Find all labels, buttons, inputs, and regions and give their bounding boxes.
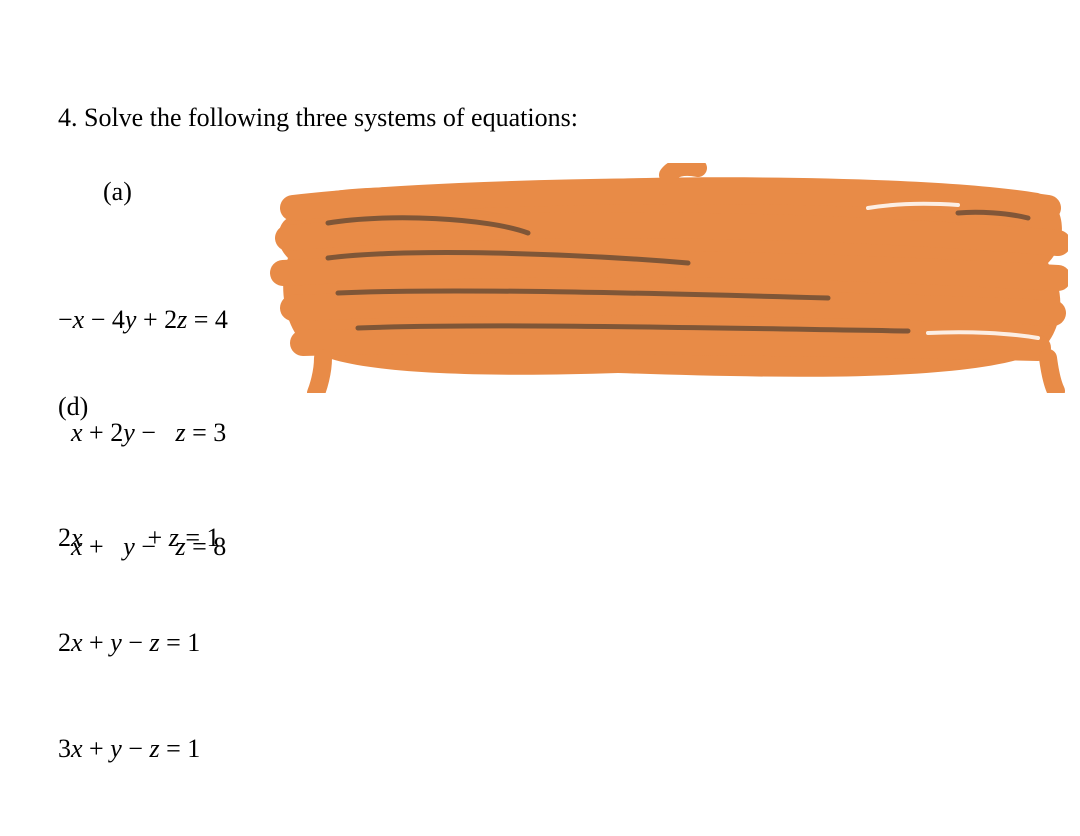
eq-d1: 2x + z = 1	[58, 520, 220, 555]
page: 4. Solve the following three systems of …	[0, 0, 1080, 747]
part-a-label: (a)	[103, 177, 132, 207]
problem-title: 4. Solve the following three systems of …	[58, 103, 578, 133]
eq-a1: −x − 4y + 2z = 4	[58, 301, 228, 339]
eq-d2: 2x + y − z = 1	[58, 625, 220, 660]
part-d-label: (d)	[58, 392, 88, 422]
redaction-scribble	[268, 163, 1068, 393]
problem-number: 4.	[58, 103, 78, 132]
eq-d3: 3x + y − z = 1	[58, 731, 220, 766]
problem-text: Solve the following three systems of equ…	[84, 103, 578, 132]
equation-block-d: 2x + z = 1 2x + y − z = 1 3x + y − z = 1	[58, 450, 220, 836]
